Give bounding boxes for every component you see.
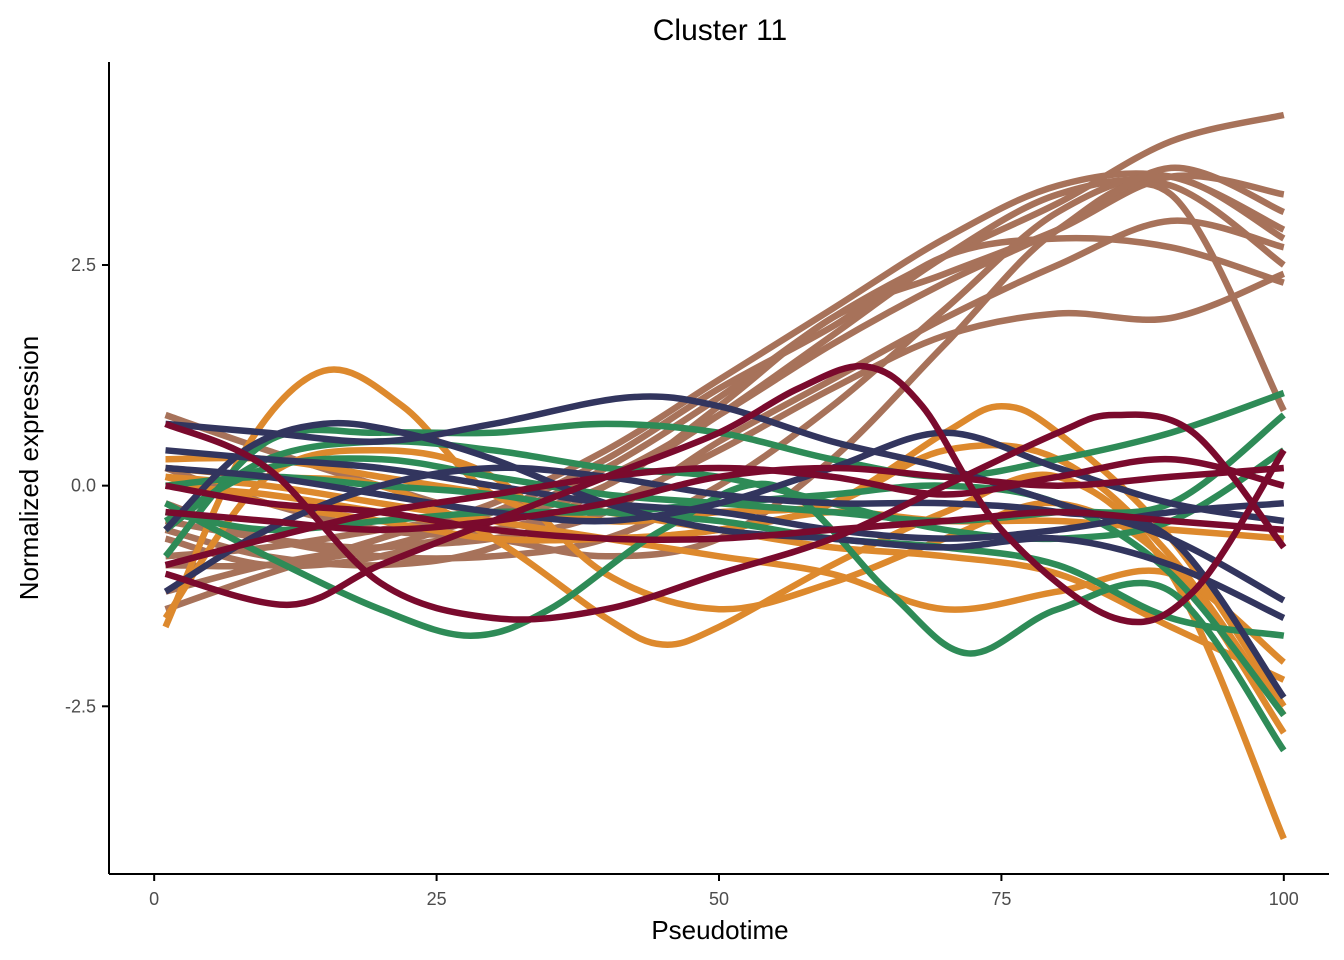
y-tick-label: 0.0 <box>71 476 96 496</box>
y-axis-label: Normalized expression <box>14 336 44 600</box>
series-line-17 <box>165 473 1286 665</box>
x-tick-label: 50 <box>709 889 729 909</box>
series-line-25 <box>163 419 1286 621</box>
x-tick-label: 25 <box>427 889 447 909</box>
series-line-33 <box>164 482 1285 543</box>
series-line-30 <box>164 411 1287 623</box>
series-line-32 <box>164 455 1285 569</box>
y-axis: -2.5 0.0 2.5 <box>65 62 110 874</box>
series-line-31 <box>165 464 1285 534</box>
x-tick-label: 75 <box>991 889 1011 909</box>
x-tick-label: 0 <box>149 889 159 909</box>
series-line-28 <box>165 429 1285 525</box>
y-tick-label: -2.5 <box>65 696 96 716</box>
y-tick-label: 2.5 <box>71 255 96 275</box>
x-tick-label: 100 <box>1269 889 1299 909</box>
x-axis: 0 25 50 75 100 <box>109 873 1329 909</box>
series-line-29 <box>164 362 1287 626</box>
series-line-26 <box>165 447 1285 542</box>
x-axis-label: Pseudotime <box>651 915 788 945</box>
series-line-21 <box>165 473 1285 639</box>
series-line-9 <box>164 270 1286 551</box>
series-layer <box>162 111 1287 840</box>
chart-title: Cluster 11 <box>653 14 788 47</box>
